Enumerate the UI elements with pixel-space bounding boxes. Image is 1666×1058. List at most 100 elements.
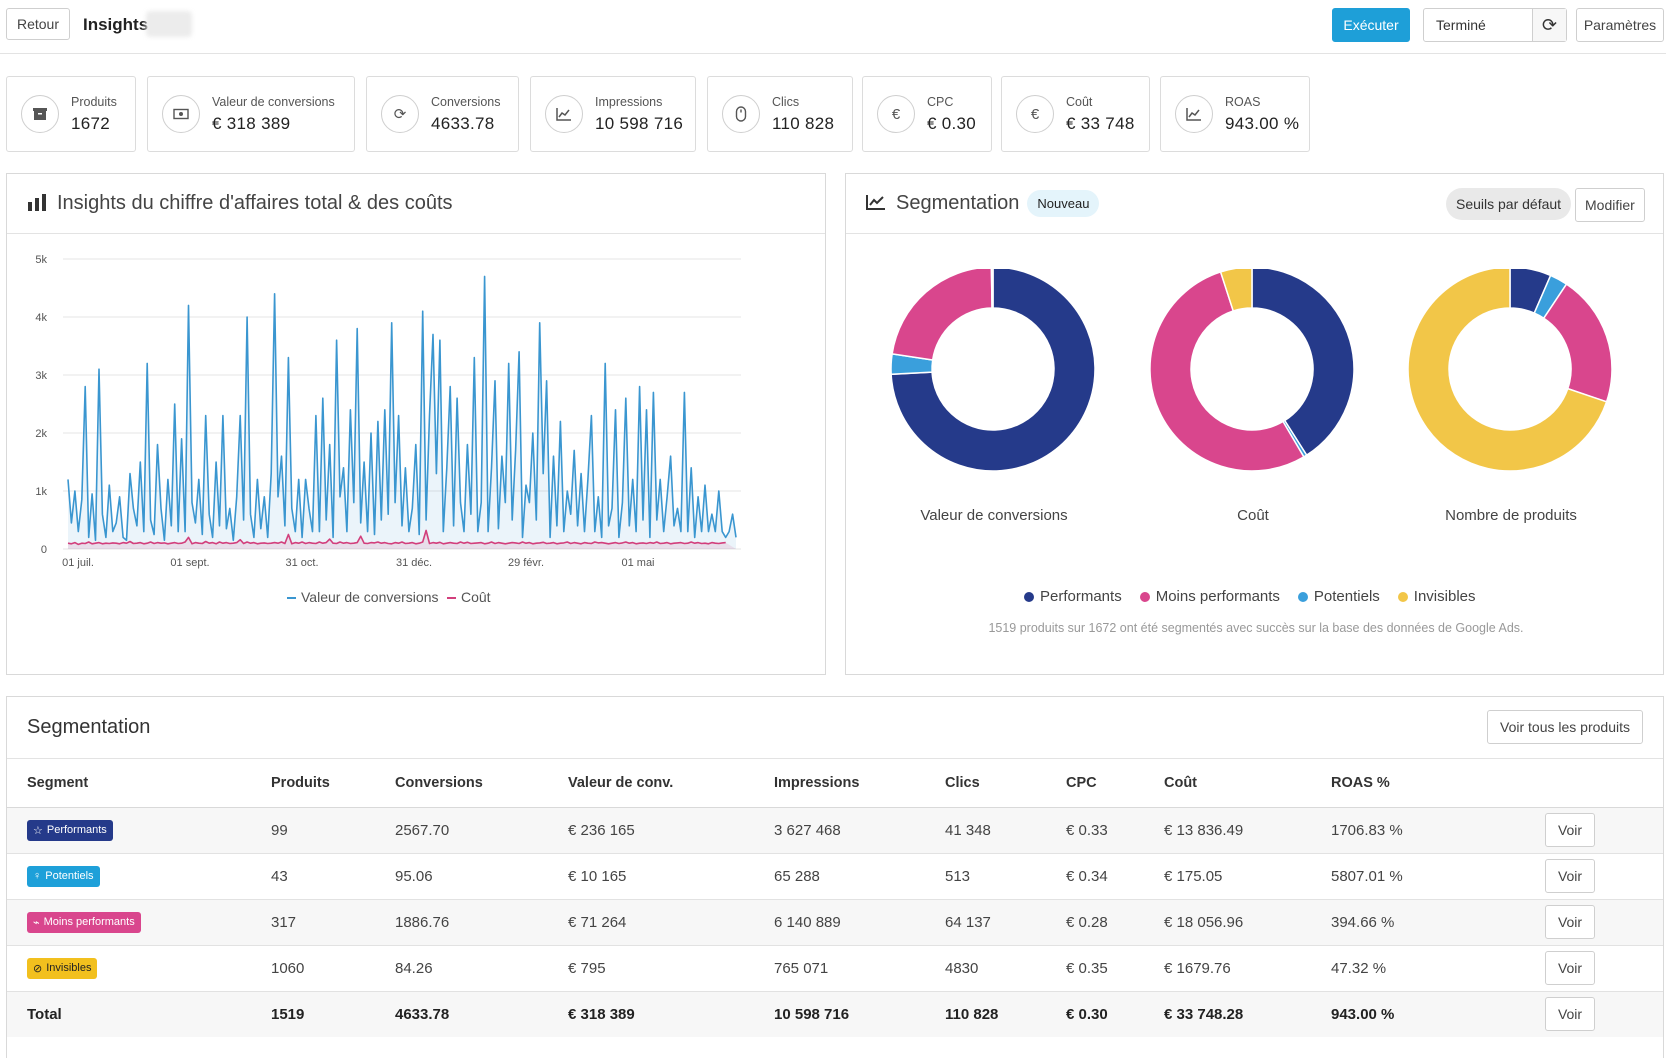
- segmentation-panel: Segmentation Nouveau Seuils par défaut M…: [845, 173, 1664, 675]
- column-header[interactable]: Produits: [271, 759, 395, 808]
- box-icon: [21, 95, 59, 133]
- donut-slice-moins-performants[interactable]: [1149, 271, 1305, 472]
- legend-item-invisibles[interactable]: Invisibles: [1397, 588, 1476, 605]
- segment-name: Invisibles: [46, 962, 92, 974]
- column-header[interactable]: Impressions: [774, 759, 945, 808]
- cell-valeur: € 795: [568, 945, 774, 992]
- cell-produits: 1060: [271, 945, 395, 992]
- kpi-card-roas: ROAS 943.00 %: [1160, 76, 1310, 152]
- legend-label: Potentiels: [1313, 588, 1380, 605]
- column-header[interactable]: Conversions: [395, 759, 568, 808]
- legend-item-moins-performants[interactable]: Moins performants: [1139, 588, 1280, 605]
- kpi-card-clicks: Clics 110 828: [707, 76, 853, 152]
- table-title: Segmentation: [27, 716, 151, 738]
- segment-badge[interactable]: ⌁ Moins performants: [27, 911, 141, 933]
- donut-slice-invisibles[interactable]: [1407, 269, 1608, 472]
- donut-slice-invisibles[interactable]: [990, 269, 994, 309]
- segment-cell: ⌁ Moins performants: [7, 899, 271, 946]
- cell-roas: 47.32 %: [1331, 945, 1545, 992]
- total-label: Total: [7, 991, 271, 1037]
- segment-badge[interactable]: ♀ Potentiels: [27, 865, 100, 887]
- total-cpc: € 0.30: [1066, 991, 1164, 1037]
- donut-slice-invisibles[interactable]: [1219, 269, 1253, 312]
- donut-label-product-count: Nombre de produits: [1445, 507, 1577, 524]
- table-row: ♀ Potentiels 43 95.06 € 10 165 65 288 513 € 0.3…: [7, 853, 1663, 900]
- refresh-status-icon[interactable]: ⟳: [1532, 9, 1566, 41]
- column-header[interactable]: Coût: [1164, 759, 1331, 808]
- legend-label: Invisibles: [1413, 588, 1476, 605]
- table-header-row: Segment Produits Conversions Valeur de c…: [7, 759, 1663, 808]
- legend-item-performants[interactable]: Performants: [1024, 588, 1122, 605]
- table-row: ⊘ Invisibles 1060 84.26 € 795 765 071 4830 € 0.…: [7, 945, 1663, 992]
- panel-header: Segmentation Nouveau Seuils par défaut M…: [846, 174, 1663, 234]
- segment-cell: ♀ Potentiels: [7, 853, 271, 900]
- donut-slice-moins-performants[interactable]: [891, 269, 993, 361]
- y-tick-label: 1k: [35, 486, 47, 498]
- series-line-conversion-value: [67, 275, 737, 542]
- trend-icon: [1175, 95, 1213, 133]
- segment-name: Potentiels: [45, 870, 94, 882]
- column-header[interactable]: CPC: [1066, 759, 1164, 808]
- settings-button[interactable]: Paramètres: [1576, 8, 1664, 42]
- legend-item-potentiels[interactable]: Potentiels: [1297, 588, 1380, 605]
- bar-chart-icon: [27, 193, 47, 214]
- donut-slice-moins-performants[interactable]: [1542, 283, 1613, 403]
- table-header-bar: Segmentation Voir tous les produits: [7, 697, 1663, 759]
- kpi-label: Valeur de conversions: [212, 94, 335, 109]
- default-thresholds-button[interactable]: Seuils par défaut: [1446, 188, 1572, 220]
- segment-legend: Performants Moins performants Potentiels…: [1024, 588, 1476, 605]
- action-cell: Voir: [1545, 945, 1663, 992]
- status-field[interactable]: Terminé ⟳: [1423, 8, 1567, 42]
- redacted-account-name: [146, 11, 192, 37]
- see-total-button[interactable]: Voir: [1545, 997, 1595, 1032]
- column-header[interactable]: ROAS %: [1331, 759, 1545, 808]
- donut-slice-performants[interactable]: [1251, 269, 1355, 457]
- x-tick-label: 29 févr.: [508, 557, 544, 569]
- see-segment-button[interactable]: Voir: [1545, 905, 1595, 939]
- euro-icon: €: [877, 95, 915, 133]
- action-cell: Voir: [1545, 899, 1663, 946]
- trend-chart-icon: [866, 194, 886, 213]
- segment-badge[interactable]: ⊘ Invisibles: [27, 957, 98, 979]
- segment-badge[interactable]: ☆ Performants: [27, 819, 113, 841]
- see-all-products-button[interactable]: Voir tous les produits: [1487, 710, 1643, 744]
- cell-cout: € 13 836.49: [1164, 807, 1331, 854]
- column-header[interactable]: Clics: [945, 759, 1066, 808]
- series-line-cost: [67, 529, 726, 546]
- table-row: ☆ Performants 99 2567.70 € 236 165 3 627 468 4…: [7, 807, 1663, 854]
- total-cout: € 33 748.28: [1164, 991, 1331, 1037]
- cell-roas: 1706.83 %: [1331, 807, 1545, 854]
- see-segment-button[interactable]: Voir: [1545, 859, 1595, 893]
- kpi-label: Coût: [1066, 94, 1093, 109]
- cell-valeur: € 236 165: [568, 807, 774, 854]
- cell-produits: 317: [271, 899, 395, 946]
- kpi-label: Produits: [71, 94, 117, 109]
- donut-chart: [1149, 269, 1355, 472]
- x-tick-label: 31 déc.: [396, 557, 432, 569]
- kpi-value: 10 598 716: [595, 113, 684, 133]
- run-button[interactable]: Exécuter: [1332, 8, 1410, 42]
- chart-legend-label[interactable]: Valeur de conversions: [301, 589, 438, 605]
- status-text: Terminé: [1436, 17, 1486, 33]
- cell-impressions: 65 288: [774, 853, 945, 900]
- segment-cell: ⊘ Invisibles: [7, 945, 271, 992]
- see-segment-button[interactable]: Voir: [1545, 951, 1595, 985]
- cell-cout: € 175.05: [1164, 853, 1331, 900]
- column-header[interactable]: Segment: [7, 759, 271, 808]
- panel-title: Insights du chiffre d'affaires total & d…: [57, 192, 453, 214]
- segment-cell: ☆ Performants: [7, 807, 271, 854]
- cell-cpc: € 0.34: [1066, 853, 1164, 900]
- kpi-card-conversion-value: Valeur de conversions € 318 389: [147, 76, 355, 152]
- kpi-card-conversions: ⟳ Conversions 4633.78: [366, 76, 519, 152]
- cell-roas: 394.66 %: [1331, 899, 1545, 946]
- action-cell: Voir: [1545, 991, 1663, 1037]
- cell-produits: 99: [271, 807, 395, 854]
- back-button[interactable]: Retour: [6, 8, 70, 40]
- cell-cpc: € 0.35: [1066, 945, 1164, 992]
- chart-legend-label[interactable]: Coût: [461, 589, 491, 605]
- see-segment-button[interactable]: Voir: [1545, 813, 1595, 847]
- modify-button[interactable]: Modifier: [1575, 188, 1645, 222]
- donut-slice-performants[interactable]: [890, 269, 1096, 472]
- column-header[interactable]: Valeur de conv.: [568, 759, 774, 808]
- legend-dot: [1024, 591, 1034, 602]
